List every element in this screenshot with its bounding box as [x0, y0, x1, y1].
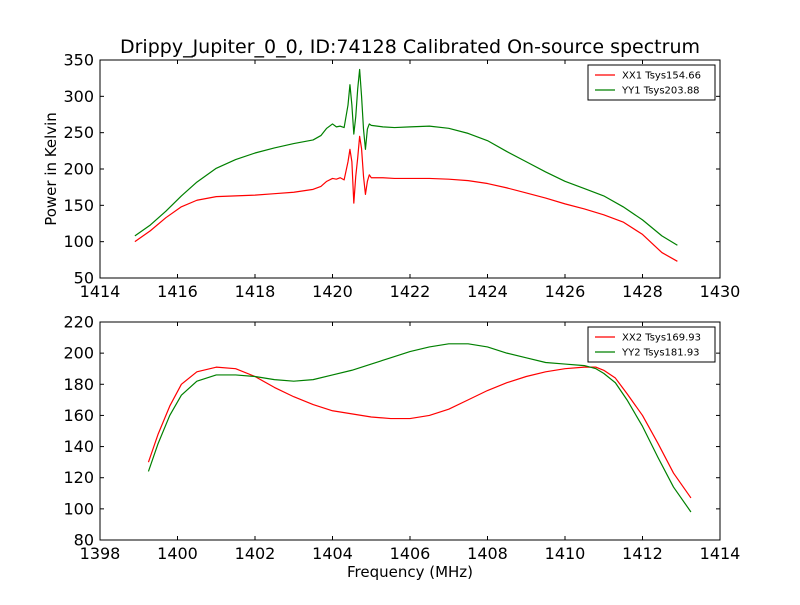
- y-tick-label-1-2: 120: [63, 468, 94, 487]
- x-tick-label-0-8: 1430: [700, 282, 741, 301]
- legend-label-0-1: YY1 Tsys203.88: [621, 86, 700, 97]
- x-tick-label-1-8: 1414: [700, 544, 741, 563]
- x-tick-label-1-2: 1402: [235, 544, 276, 563]
- x-tick-label-0-0: 1414: [80, 282, 121, 301]
- x-tick-label-0-2: 1418: [235, 282, 276, 301]
- legend-1: XX2 Tsys169.93 YY2 Tsys181.93: [587, 326, 716, 363]
- x-tick-label-0-7: 1428: [622, 282, 663, 301]
- chart-title: Drippy_Jupiter_0_0, ID:74128 Calibrated …: [120, 36, 700, 58]
- x-tick-label-1-3: 1404: [312, 544, 353, 563]
- series-line-1-1: [147, 343, 692, 513]
- legend-0: XX1 Tsys154.66 YY1 Tsys203.88: [587, 64, 716, 101]
- y-tick-label-1-4: 160: [63, 406, 94, 425]
- y-tick-label-1-7: 220: [63, 313, 94, 332]
- y-tick-label-0-6: 350: [63, 51, 94, 70]
- x-tick-label-0-3: 1420: [312, 282, 353, 301]
- x-tick-label-0-4: 1422: [390, 282, 431, 301]
- x-tick-label-1-7: 1412: [622, 544, 663, 563]
- y-tick-label-1-0: 80: [74, 531, 94, 550]
- y-tick-label-1-1: 100: [63, 499, 94, 518]
- y-tick-label-1-5: 180: [63, 375, 94, 394]
- top-panel: 1414 1416 1418 1420 1422 1424 1426 1428 1430 50 10…: [42, 51, 740, 302]
- x-tick-label-1-4: 1406: [390, 544, 431, 563]
- series-line-0-0: [134, 135, 678, 262]
- y-tick-label-1-6: 200: [63, 344, 94, 363]
- legend-label-1-1: YY2 Tsys181.93: [621, 348, 700, 359]
- x-tick-label-0-5: 1424: [467, 282, 508, 301]
- x-axis-title: Frequency (MHz): [347, 563, 473, 581]
- x-tick-label-0-6: 1426: [545, 282, 586, 301]
- legend-box-1: [587, 326, 716, 363]
- bottom-panel: 1398 1400 1402 1404 1406 1408 1410 1412 1414 80 10…: [63, 313, 740, 564]
- y-tick-label-1-3: 140: [63, 437, 94, 456]
- legend-box-0: [587, 64, 716, 101]
- x-tick-label-0-1: 1416: [157, 282, 198, 301]
- x-tick-label-1-0: 1398: [80, 544, 121, 563]
- x-tick-label-1-5: 1408: [467, 544, 508, 563]
- legend-label-0-0: XX1 Tsys154.66: [622, 71, 701, 82]
- y-tick-label-0-2: 150: [63, 196, 94, 215]
- y-axis-title-0: Power in Kelvin: [42, 112, 60, 226]
- series-line-0-1: [134, 68, 678, 246]
- legend-label-1-0: XX2 Tsys169.93: [622, 333, 701, 344]
- y-tick-label-0-4: 250: [63, 123, 94, 142]
- y-tick-label-0-1: 100: [63, 232, 94, 251]
- y-tick-label-0-0: 50: [74, 269, 94, 288]
- x-tick-label-1-6: 1410: [545, 544, 586, 563]
- x-tick-label-1-1: 1400: [157, 544, 198, 563]
- y-tick-label-0-3: 200: [63, 160, 94, 179]
- y-tick-label-0-5: 300: [63, 87, 94, 106]
- series-line-1-0: [147, 366, 692, 499]
